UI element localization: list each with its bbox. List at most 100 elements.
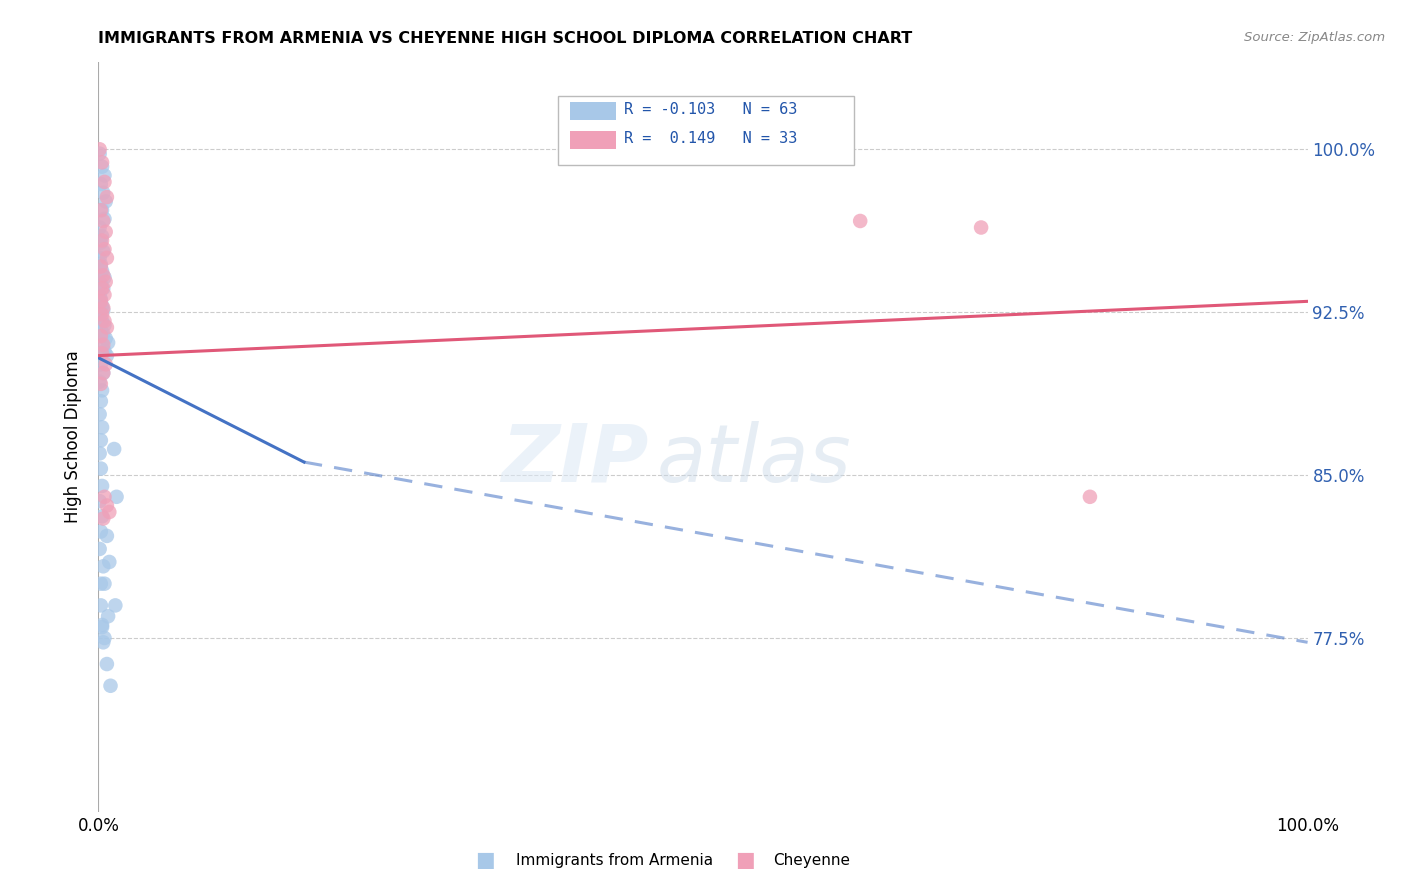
Point bbox=[91, 244, 114, 259]
Point bbox=[91, 340, 114, 354]
Point bbox=[94, 225, 117, 239]
Text: atlas: atlas bbox=[657, 420, 852, 499]
Point bbox=[91, 479, 114, 493]
Point bbox=[90, 376, 112, 391]
Point bbox=[94, 331, 117, 345]
Bar bbox=[569, 130, 616, 149]
Text: ■: ■ bbox=[475, 850, 495, 871]
Point bbox=[90, 277, 112, 291]
Point bbox=[89, 142, 111, 156]
Point bbox=[98, 555, 121, 569]
Text: R =  0.149   N = 33: R = 0.149 N = 33 bbox=[624, 131, 797, 146]
Point bbox=[89, 407, 111, 421]
Point bbox=[90, 329, 112, 343]
Point bbox=[90, 260, 112, 274]
Text: Immigrants from Armenia: Immigrants from Armenia bbox=[516, 853, 713, 868]
Point bbox=[90, 576, 112, 591]
Point bbox=[91, 160, 114, 174]
Point bbox=[96, 657, 118, 671]
Text: Cheyenne: Cheyenne bbox=[773, 853, 851, 868]
Point bbox=[91, 384, 114, 398]
Point bbox=[91, 155, 114, 169]
Text: Source: ZipAtlas.com: Source: ZipAtlas.com bbox=[1244, 31, 1385, 45]
Point bbox=[91, 186, 114, 200]
Point bbox=[89, 288, 111, 302]
Point bbox=[1078, 490, 1101, 504]
Text: R = -0.103   N = 63: R = -0.103 N = 63 bbox=[624, 103, 797, 117]
Point bbox=[93, 314, 115, 328]
Point bbox=[97, 335, 120, 350]
Point bbox=[105, 490, 128, 504]
Point bbox=[94, 194, 117, 209]
Point bbox=[93, 211, 115, 226]
Point bbox=[91, 509, 114, 524]
Point bbox=[93, 490, 115, 504]
FancyBboxPatch shape bbox=[558, 96, 855, 165]
Point bbox=[93, 344, 115, 359]
Point bbox=[89, 541, 111, 556]
Point bbox=[91, 511, 114, 525]
Y-axis label: High School Diploma: High School Diploma bbox=[65, 351, 83, 524]
Point bbox=[90, 322, 112, 336]
Point bbox=[90, 394, 112, 409]
Point bbox=[91, 303, 114, 318]
Point bbox=[91, 264, 114, 278]
Point bbox=[91, 203, 114, 218]
Point bbox=[91, 268, 114, 283]
Text: ■: ■ bbox=[735, 850, 755, 871]
Point bbox=[91, 214, 114, 228]
Text: ZIP: ZIP bbox=[501, 420, 648, 499]
Point bbox=[100, 679, 122, 693]
Point bbox=[89, 446, 111, 460]
Point bbox=[90, 257, 112, 271]
Point bbox=[96, 349, 118, 363]
Point bbox=[89, 494, 111, 508]
Point bbox=[93, 169, 115, 183]
Point bbox=[90, 177, 112, 191]
Point bbox=[90, 524, 112, 539]
Point bbox=[90, 357, 112, 371]
Point bbox=[91, 281, 114, 295]
Point bbox=[91, 620, 114, 634]
Point bbox=[89, 220, 111, 235]
Point bbox=[93, 318, 115, 333]
Point bbox=[93, 270, 115, 285]
Point bbox=[91, 618, 114, 632]
Point bbox=[91, 420, 114, 434]
Point bbox=[94, 275, 117, 289]
Point bbox=[96, 499, 118, 513]
Point bbox=[849, 214, 872, 228]
Point bbox=[89, 251, 111, 265]
Point bbox=[98, 505, 121, 519]
Point bbox=[91, 234, 114, 248]
Point bbox=[91, 281, 114, 295]
Point bbox=[96, 190, 118, 204]
Point bbox=[93, 242, 115, 256]
Point bbox=[93, 576, 115, 591]
Point bbox=[91, 338, 114, 352]
Text: IMMIGRANTS FROM ARMENIA VS CHEYENNE HIGH SCHOOL DIPLOMA CORRELATION CHART: IMMIGRANTS FROM ARMENIA VS CHEYENNE HIGH… bbox=[98, 31, 912, 46]
Point bbox=[96, 251, 118, 265]
Point bbox=[90, 599, 112, 613]
Point bbox=[89, 146, 111, 161]
Point bbox=[91, 366, 114, 380]
Point bbox=[104, 599, 127, 613]
Point bbox=[90, 461, 112, 475]
Point bbox=[103, 442, 125, 456]
Point bbox=[97, 609, 120, 624]
Point bbox=[93, 288, 115, 302]
Point bbox=[90, 294, 112, 309]
Point bbox=[970, 220, 993, 235]
Point bbox=[91, 307, 114, 321]
Point bbox=[90, 203, 112, 218]
Point bbox=[93, 631, 115, 645]
Point bbox=[91, 346, 114, 360]
Point bbox=[89, 375, 111, 389]
Point bbox=[96, 320, 118, 334]
Point bbox=[96, 529, 118, 543]
Point bbox=[93, 175, 115, 189]
Point bbox=[91, 366, 114, 380]
Point bbox=[91, 229, 114, 244]
Point bbox=[90, 434, 112, 448]
Point bbox=[90, 235, 112, 250]
